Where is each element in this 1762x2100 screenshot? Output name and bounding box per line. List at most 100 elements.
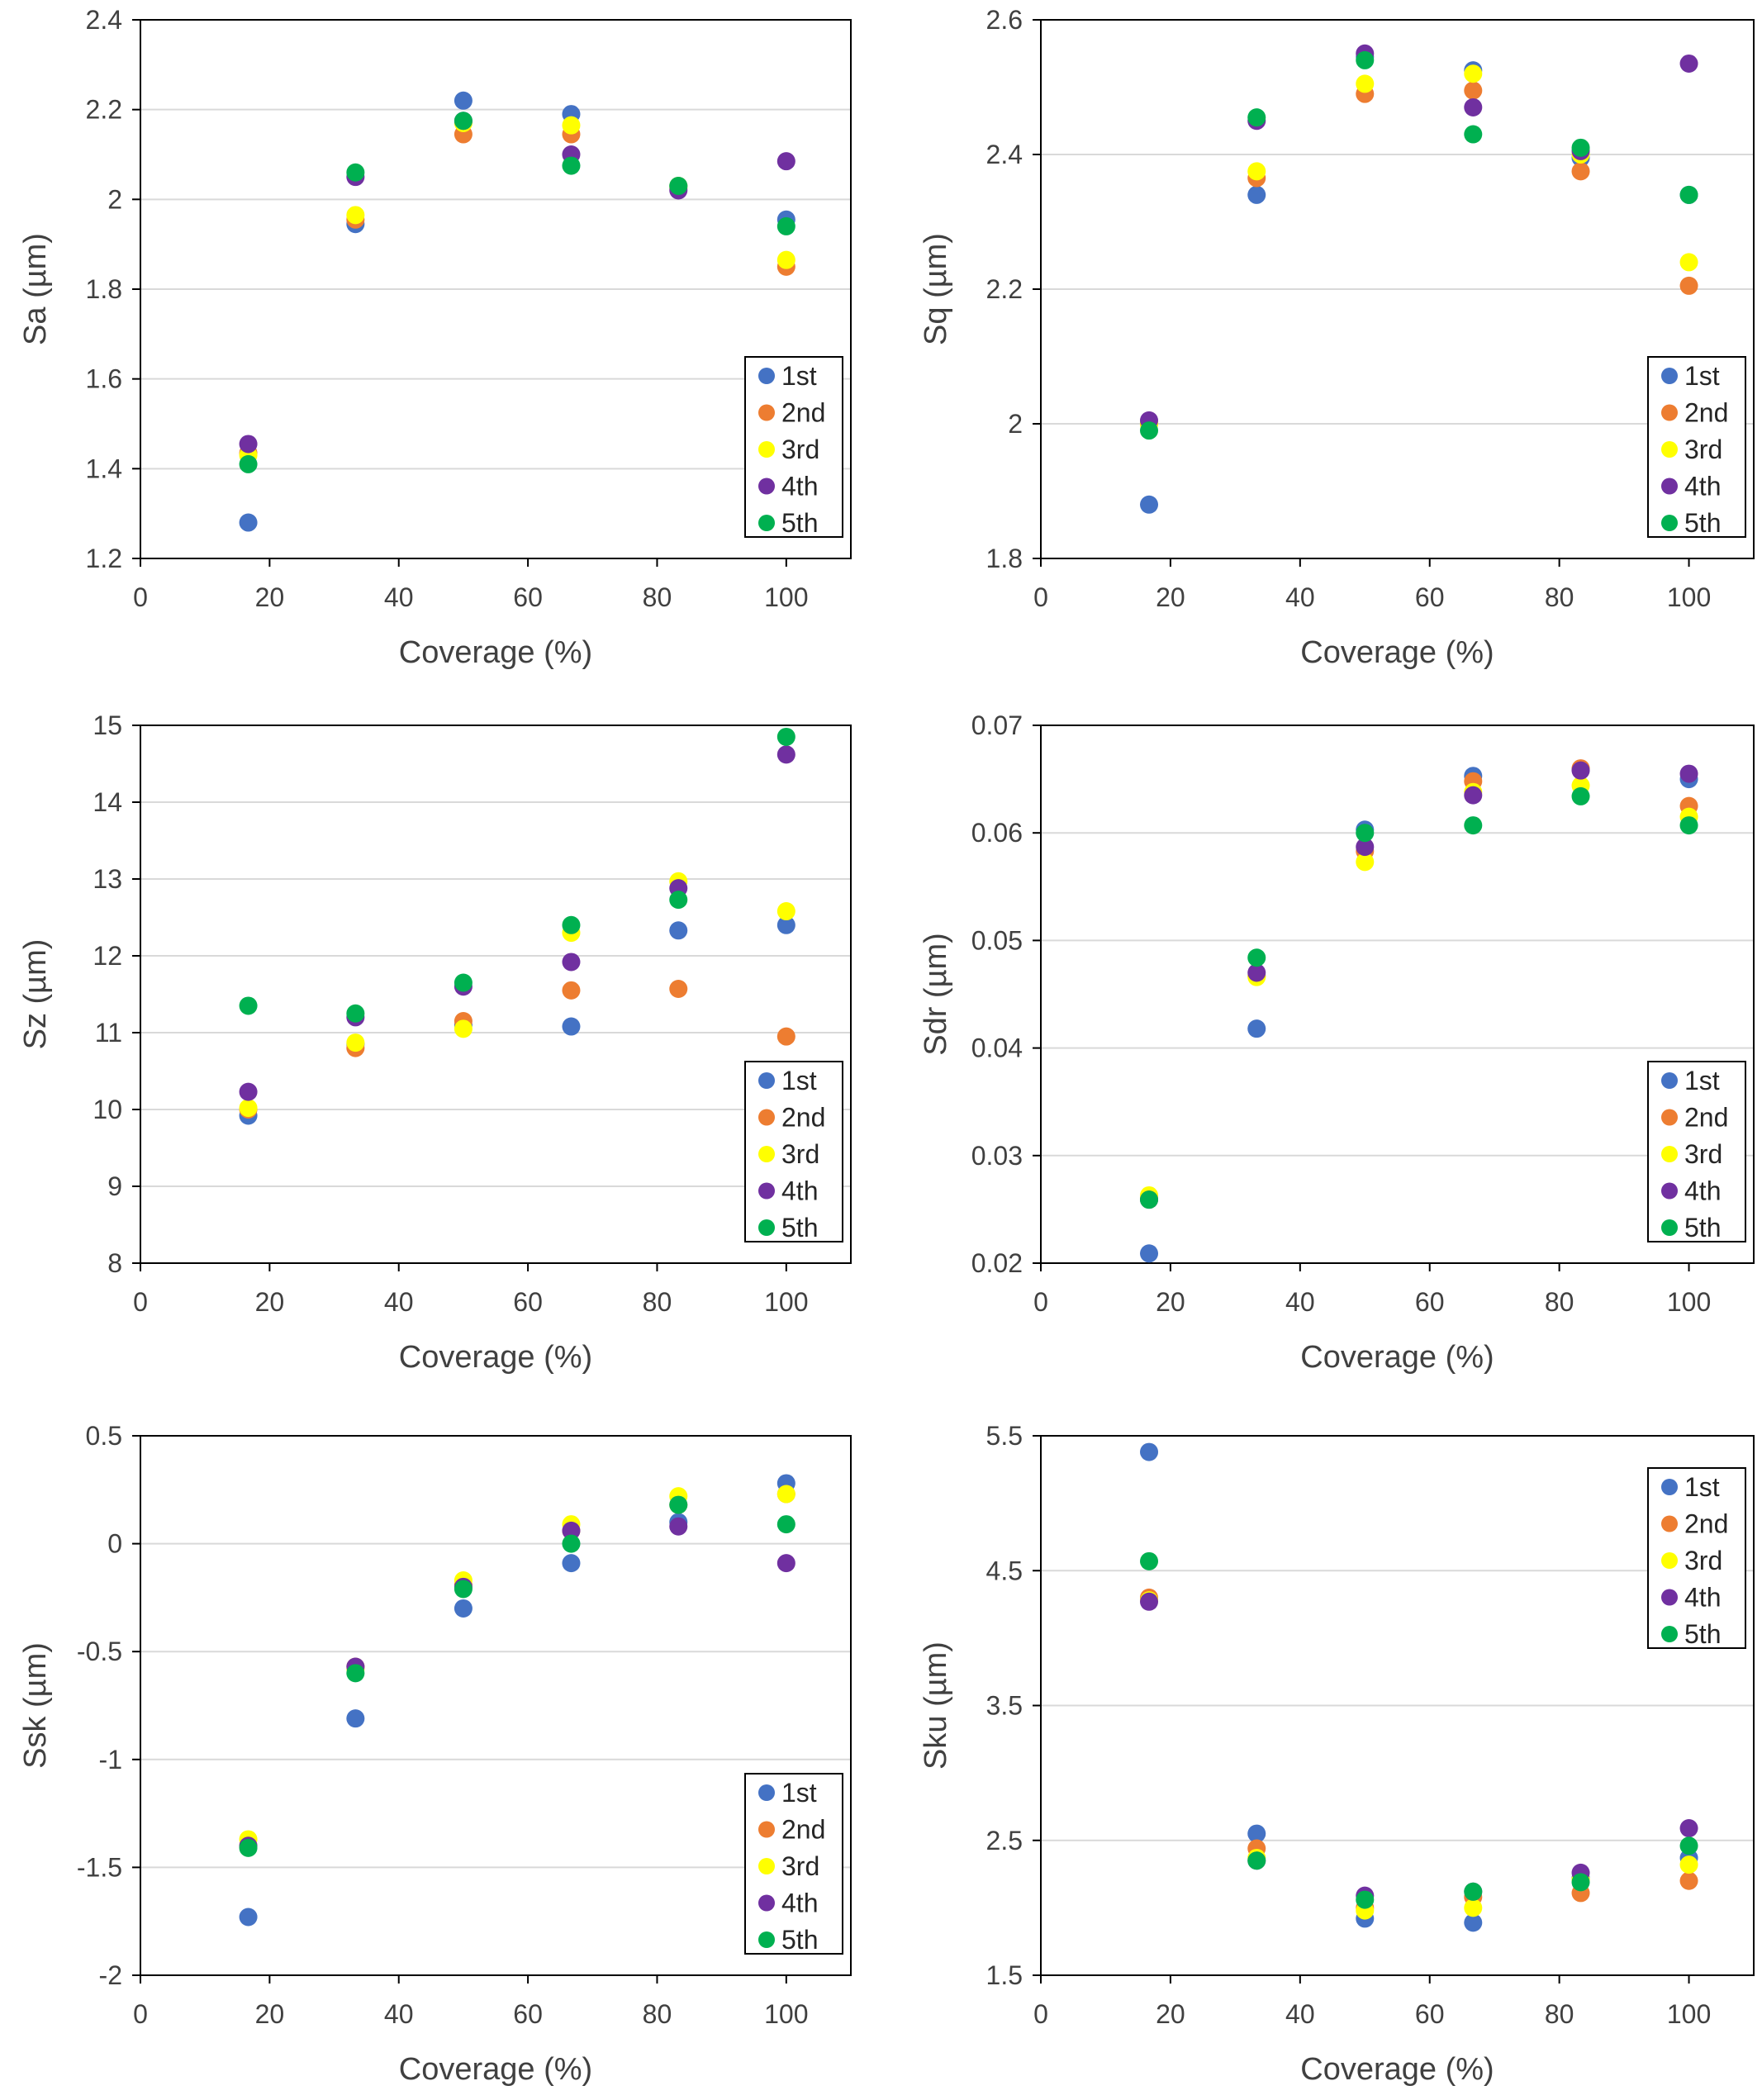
y-tick-label: 2.4 [986, 140, 1023, 169]
y-axis-title: Ssk (µm) [18, 1642, 53, 1769]
data-point [346, 1664, 365, 1683]
legend-label: 1st [1684, 1472, 1720, 1502]
data-point [1464, 816, 1483, 835]
y-tick-label: -2 [99, 1960, 122, 1990]
x-tick-label: 20 [1156, 1287, 1185, 1317]
data-point [1356, 824, 1375, 843]
y-tick-label: 0 [107, 1529, 122, 1559]
y-tick-label: 1.8 [86, 274, 122, 304]
chart-sku: 1.5 2.5 3.5 4.5 5.5 0 20 40 60 80 100 Coverage (%) S… [919, 1421, 1755, 2087]
data-point [1247, 963, 1266, 982]
data-point [1247, 185, 1266, 204]
legend-label: 3rd [781, 435, 819, 464]
series-4th [1140, 1592, 1698, 1905]
x-tick-label: 100 [1667, 582, 1711, 612]
x-tick-label: 100 [764, 1999, 808, 2029]
legend: 1st 2nd 3rd 4th 5th [744, 1061, 843, 1242]
data-point [1679, 253, 1698, 272]
data-point [239, 435, 258, 454]
data-point [1464, 1882, 1483, 1901]
legend-label: 4th [781, 472, 818, 501]
data-point [777, 745, 796, 764]
data-point [1140, 1244, 1159, 1263]
x-tick-label: 100 [764, 1287, 808, 1317]
legend-marker [1661, 1552, 1678, 1569]
legend-marker [758, 1894, 775, 1912]
legend-marker [1661, 1589, 1678, 1606]
y-tick-label: 0.05 [971, 925, 1023, 955]
y-axis-title: Sku (µm) [919, 1642, 953, 1770]
data-point [1356, 50, 1375, 69]
x-tick-label: 40 [1285, 1999, 1315, 2029]
legend-marker [758, 1784, 775, 1801]
x-tick-label: 0 [133, 1999, 148, 2029]
legend-marker [758, 477, 775, 495]
data-point [454, 973, 473, 992]
legend-label: 3rd [1684, 435, 1722, 464]
data-point [562, 981, 581, 1000]
series-2nd [239, 979, 796, 1119]
x-axis-title: Coverage (%) [399, 2052, 592, 2087]
legend-marker [758, 1109, 775, 1126]
x-tick-label: 60 [513, 582, 543, 612]
data-point [1247, 1019, 1266, 1038]
legend-marker [1661, 1626, 1678, 1642]
legend-marker [758, 368, 775, 384]
data-point [1356, 853, 1375, 872]
y-tick-label: 2.6 [986, 5, 1023, 35]
legend-label: 2nd [1684, 1103, 1728, 1133]
data-point [562, 116, 581, 135]
data-point [562, 1017, 581, 1036]
legend-marker [758, 1858, 775, 1874]
x-tick-label: 80 [1545, 1999, 1574, 2029]
x-tick-label: 20 [1156, 582, 1185, 612]
x-tick-label: 40 [384, 582, 414, 612]
y-tick-label: 1.4 [86, 454, 122, 483]
data-point [1679, 185, 1698, 204]
plot-frame [1040, 725, 1755, 1264]
legend-marker [1661, 368, 1678, 384]
y-axis-title: Sa (µm) [18, 233, 53, 345]
legend-label: 1st [1684, 361, 1720, 391]
series-5th [1140, 50, 1698, 440]
y-tick-label: 1.8 [986, 544, 1023, 573]
x-tick-label: 40 [384, 1999, 414, 2029]
data-point [562, 156, 581, 175]
legend-marker [1661, 477, 1678, 495]
data-point [1140, 1551, 1159, 1570]
legend-marker [1661, 1146, 1678, 1162]
legend-marker [1661, 1515, 1678, 1532]
data-point [1247, 108, 1266, 127]
data-point [346, 1033, 365, 1052]
legend-marker [758, 1146, 775, 1162]
y-tick-label: 8 [107, 1248, 122, 1278]
series-4th [239, 112, 796, 454]
series-4th [239, 1517, 796, 1855]
series-4th [1140, 44, 1698, 430]
x-tick-label: 0 [1033, 582, 1048, 612]
plot-frame [140, 1435, 852, 1976]
x-tick-label: 80 [1545, 1287, 1574, 1317]
legend-label: 2nd [781, 1815, 825, 1845]
data-point [239, 1908, 258, 1927]
data-point [1356, 74, 1375, 93]
y-tick-label: 14 [93, 787, 122, 817]
y-tick-label: 3.5 [986, 1691, 1023, 1721]
data-point [1679, 1855, 1698, 1874]
chart-ssk: -2 -1.5 -1 -0.5 0 0.5 0 20 40 60 80 100 Coverage (%)… [18, 1421, 852, 2087]
data-point [562, 953, 581, 972]
y-tick-label: -0.5 [77, 1637, 122, 1666]
data-point [1140, 495, 1159, 514]
series-5th [239, 112, 796, 473]
data-point [1679, 54, 1698, 73]
data-point [777, 250, 796, 269]
data-point [239, 1099, 258, 1118]
data-point [239, 454, 258, 473]
data-point [1464, 1898, 1483, 1917]
data-point [454, 1019, 473, 1038]
data-point [1247, 162, 1266, 181]
data-point [1464, 786, 1483, 805]
data-point [562, 915, 581, 934]
y-tick-label: 0.5 [86, 1421, 122, 1451]
